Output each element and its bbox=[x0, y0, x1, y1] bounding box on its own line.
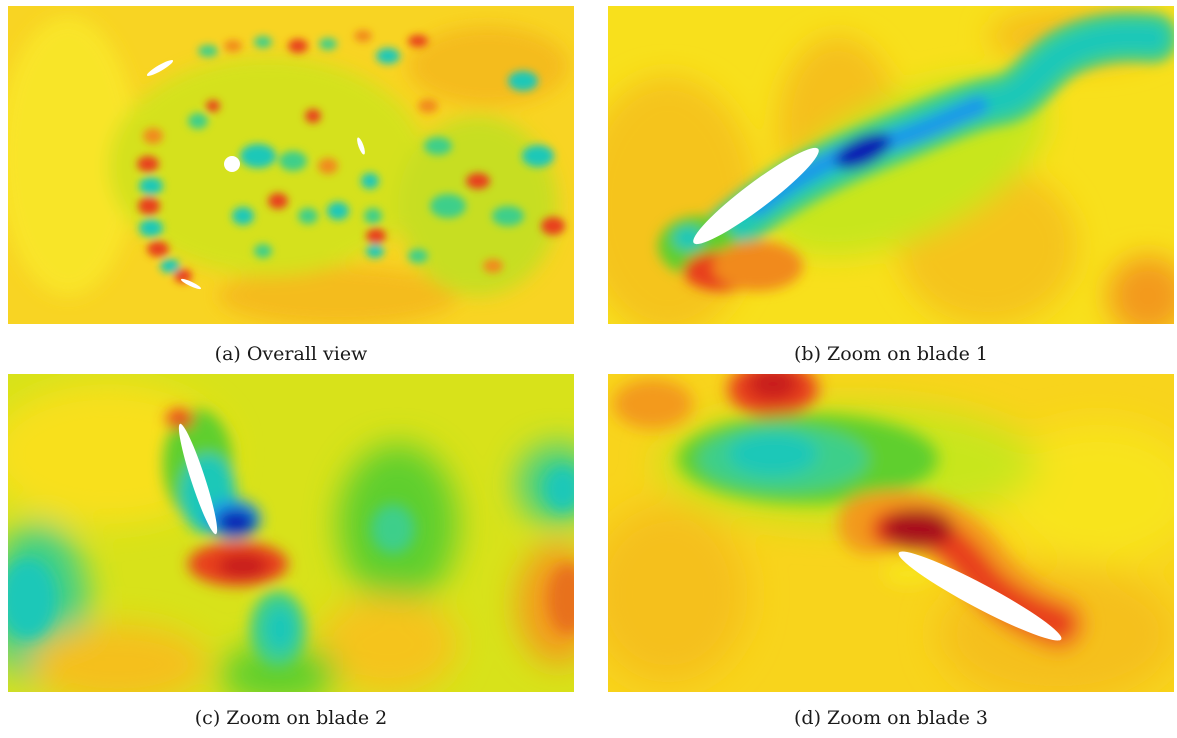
panel-zoom-blade-1 bbox=[608, 6, 1174, 324]
panel-zoom-blade-3 bbox=[608, 374, 1174, 692]
caption-c: (c) Zoom on blade 2 bbox=[194, 707, 388, 729]
panel-overall-view bbox=[8, 6, 574, 324]
caption-a: (a) Overall view bbox=[214, 343, 368, 365]
overall-view-contour bbox=[8, 6, 574, 324]
blade-3-contour bbox=[608, 374, 1174, 692]
hub-shape bbox=[224, 156, 240, 172]
blade-3-shape bbox=[180, 278, 202, 290]
blade-1-shape bbox=[693, 147, 819, 245]
caption-d: (d) Zoom on blade 3 bbox=[794, 707, 988, 729]
blade-2-shape bbox=[178, 423, 218, 535]
caption-b: (b) Zoom on blade 1 bbox=[794, 343, 988, 365]
blade-2-contour bbox=[8, 374, 574, 692]
panel-zoom-blade-2 bbox=[8, 374, 574, 692]
blade-3-shape bbox=[898, 551, 1062, 641]
blade-1-shape bbox=[146, 60, 174, 76]
blade-1-contour bbox=[608, 6, 1174, 324]
blade-2-shape bbox=[357, 137, 365, 155]
